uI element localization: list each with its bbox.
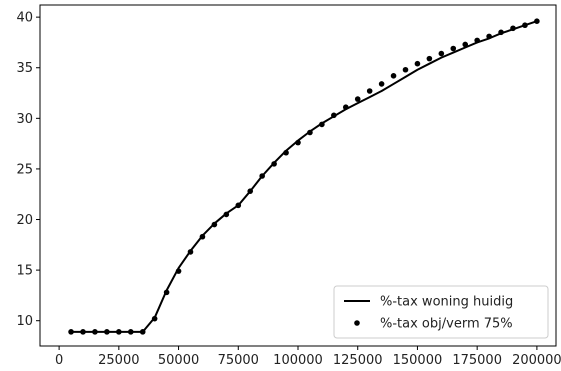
data-point-obj-verm: [331, 112, 337, 119]
legend-label: %-tax obj/verm 75%: [380, 317, 513, 332]
data-point-obj-verm: [486, 33, 492, 40]
data-point-obj-verm: [522, 22, 528, 29]
x-tick-label: 150000: [393, 353, 443, 368]
y-tick-label: 40: [16, 11, 33, 26]
data-point-obj-verm: [390, 73, 397, 79]
data-point-obj-verm: [307, 129, 313, 136]
x-tick-label: 50000: [158, 353, 199, 368]
data-point-obj-verm: [271, 161, 277, 167]
legend-label: %-tax woning huidig: [380, 295, 513, 310]
x-tick-label: 75000: [218, 353, 259, 368]
data-point-obj-verm: [211, 221, 218, 228]
legend-marker-swatch: [354, 320, 360, 326]
x-tick-label: 0: [55, 353, 63, 368]
data-point-obj-verm: [68, 329, 74, 335]
x-tick-label: 200000: [512, 353, 561, 368]
data-point-obj-verm: [366, 88, 373, 94]
y-tick-label: 35: [16, 61, 33, 76]
data-point-obj-verm: [187, 249, 194, 255]
data-point-obj-verm: [426, 55, 433, 62]
x-tick-label: 25000: [98, 353, 139, 368]
data-point-obj-verm: [402, 66, 409, 73]
data-point-obj-verm: [354, 96, 361, 102]
data-point-obj-verm: [127, 329, 134, 335]
x-tick-label: 175000: [452, 353, 502, 368]
series-line-woning-huidig: [71, 20, 538, 333]
data-point-obj-verm: [283, 149, 289, 156]
data-point-obj-verm: [223, 211, 230, 218]
data-point-obj-verm: [510, 25, 516, 32]
data-point-obj-verm: [175, 268, 182, 274]
data-point-obj-verm: [92, 329, 98, 335]
data-point-obj-verm: [116, 329, 122, 335]
data-point-obj-verm: [247, 188, 254, 194]
data-point-obj-verm: [342, 104, 349, 110]
data-point-obj-verm: [378, 81, 385, 87]
data-point-obj-verm: [319, 121, 325, 128]
y-tick-label: 30: [16, 112, 33, 127]
y-tick-label: 15: [16, 264, 33, 279]
data-point-obj-verm: [163, 289, 170, 296]
data-point-obj-verm: [104, 329, 110, 335]
x-tick-label: 125000: [333, 353, 383, 368]
data-point-obj-verm: [80, 329, 86, 335]
data-point-obj-verm: [199, 233, 206, 240]
data-point-obj-verm: [534, 18, 540, 24]
data-point-obj-verm: [414, 60, 421, 67]
data-point-obj-verm: [295, 139, 301, 146]
data-point-obj-verm: [139, 329, 146, 335]
data-point-obj-verm: [462, 41, 469, 48]
data-point-obj-verm: [151, 315, 158, 322]
data-point-obj-verm: [450, 45, 457, 52]
legend-box: [333, 285, 549, 339]
y-tick-label: 20: [16, 213, 33, 228]
data-point-obj-verm: [438, 50, 445, 57]
data-point-obj-verm: [498, 29, 504, 36]
data-point-obj-verm: [235, 202, 242, 209]
y-tick-label: 25: [16, 162, 33, 177]
x-tick-label: 100000: [273, 353, 323, 368]
data-point-obj-verm: [259, 173, 265, 179]
data-point-obj-verm: [474, 37, 480, 44]
y-tick-label: 10: [16, 314, 33, 329]
